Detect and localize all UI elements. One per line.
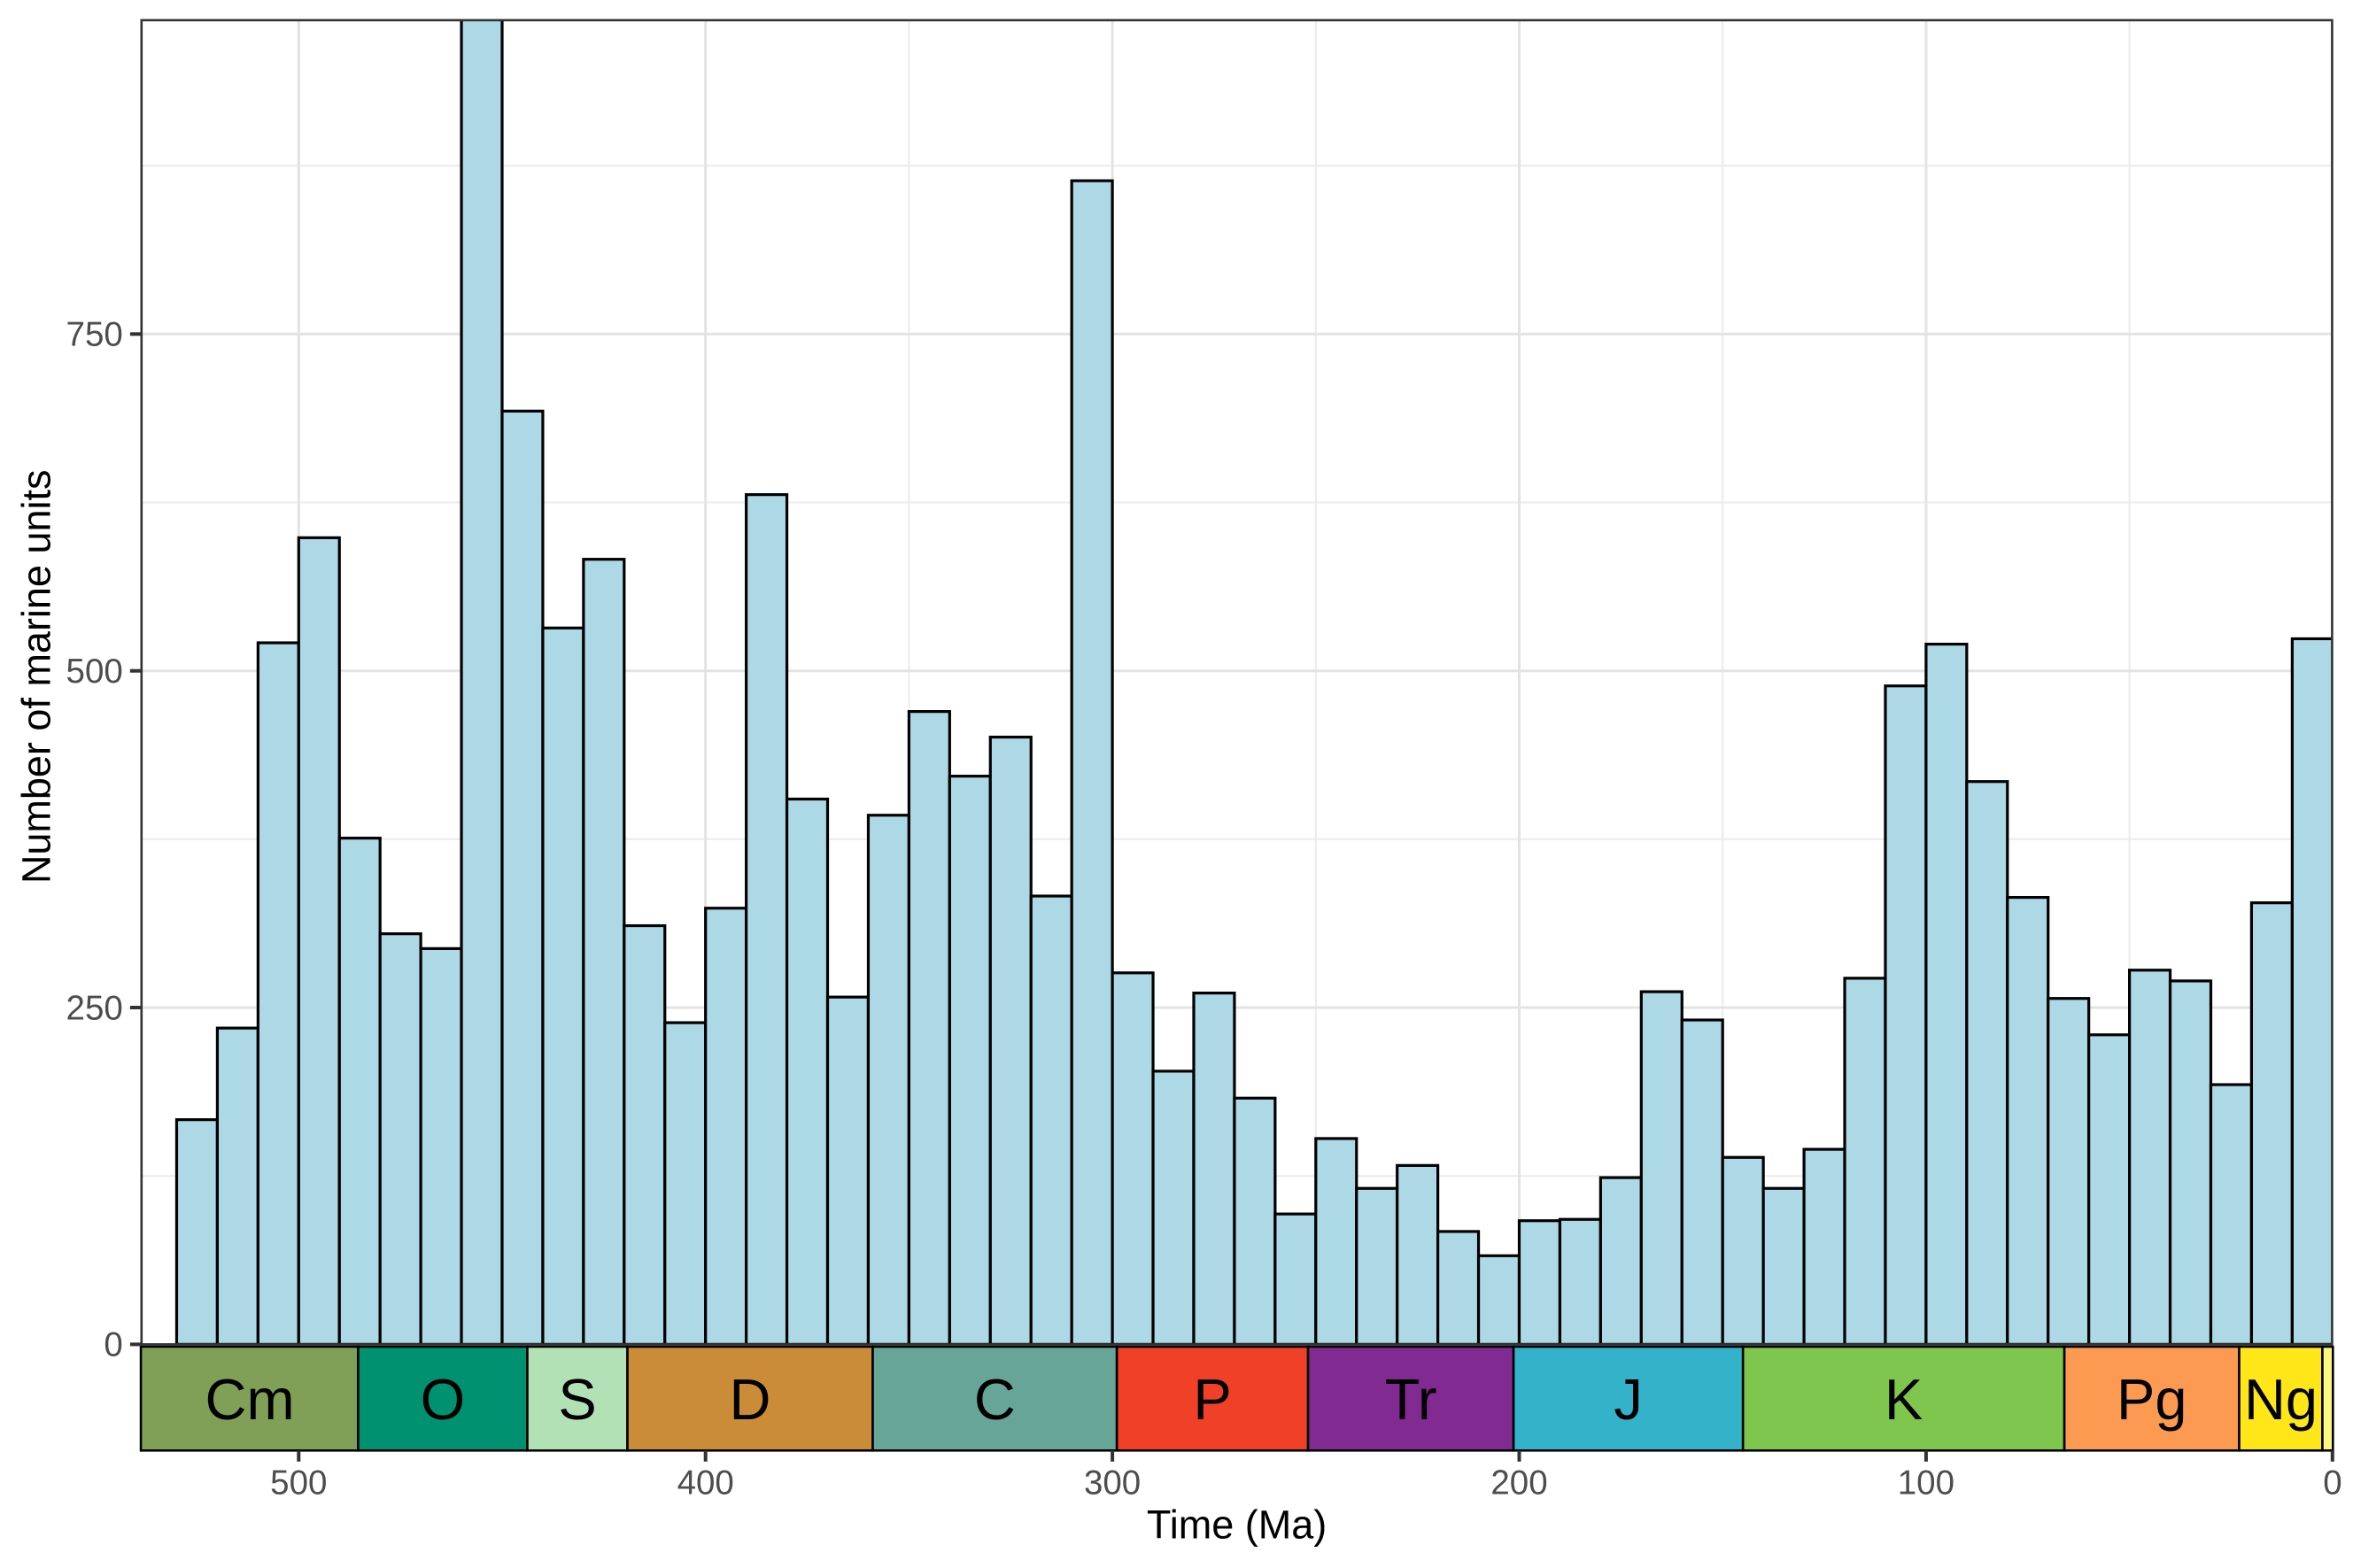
svg-text:400: 400 bbox=[677, 1464, 734, 1502]
svg-text:J: J bbox=[1614, 1367, 1643, 1432]
svg-text:P: P bbox=[1193, 1367, 1231, 1432]
svg-text:D: D bbox=[730, 1367, 771, 1432]
svg-text:300: 300 bbox=[1084, 1464, 1141, 1502]
svg-text:Tr: Tr bbox=[1385, 1367, 1437, 1432]
svg-text:500: 500 bbox=[66, 653, 123, 691]
svg-text:O: O bbox=[421, 1367, 466, 1432]
svg-text:Pg: Pg bbox=[2117, 1367, 2187, 1432]
svg-text:0: 0 bbox=[104, 1326, 122, 1364]
svg-text:0: 0 bbox=[2323, 1464, 2341, 1502]
svg-text:750: 750 bbox=[66, 316, 123, 354]
svg-text:200: 200 bbox=[1490, 1464, 1547, 1502]
svg-text:Ng: Ng bbox=[2244, 1367, 2318, 1432]
svg-text:C: C bbox=[974, 1367, 1016, 1432]
svg-text:250: 250 bbox=[66, 989, 123, 1027]
svg-text:Cm: Cm bbox=[205, 1367, 295, 1432]
svg-text:K: K bbox=[1885, 1367, 1923, 1432]
svg-text:S: S bbox=[558, 1367, 596, 1432]
svg-text:100: 100 bbox=[1898, 1464, 1954, 1502]
svg-text:500: 500 bbox=[270, 1464, 327, 1502]
svg-text:Time (Ma): Time (Ma) bbox=[1147, 1502, 1327, 1547]
svg-text:Number of marine units: Number of marine units bbox=[13, 469, 58, 884]
